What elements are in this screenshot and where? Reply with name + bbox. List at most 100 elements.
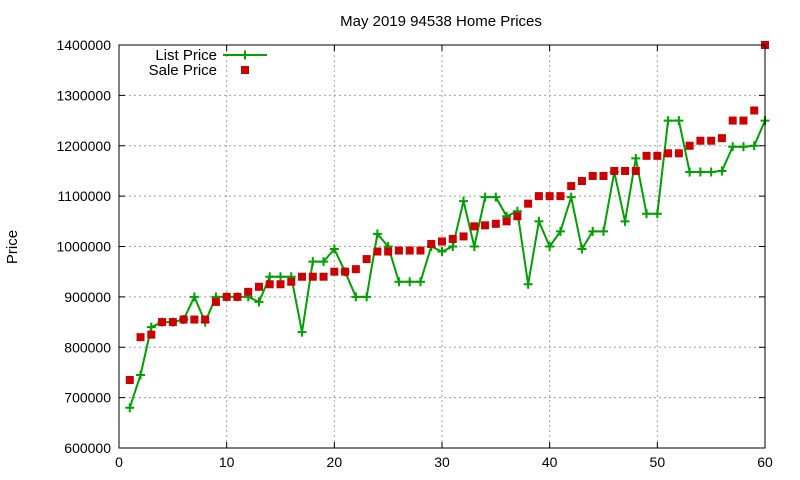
sale-price-point — [298, 272, 307, 281]
x-tick-label: 10 — [219, 454, 235, 470]
list-price-point — [265, 272, 275, 282]
sale-price-point — [750, 106, 759, 115]
legend-label: Sale Price — [149, 62, 217, 79]
sale-price-point — [621, 166, 630, 175]
list-price-point — [534, 216, 544, 226]
list-price-point — [491, 192, 501, 202]
sale-price-point — [351, 265, 360, 274]
list-price-point — [566, 192, 576, 202]
sale-price-point — [308, 272, 317, 281]
list-price-point — [620, 216, 630, 226]
sale-price-point — [244, 287, 253, 296]
list-price-point — [652, 209, 662, 219]
sale-price-point — [319, 272, 328, 281]
sale-price-point — [427, 239, 436, 248]
y-tick-label: 1300000 — [56, 87, 111, 103]
sale-price-point — [254, 282, 263, 291]
sale-price-point — [211, 297, 220, 306]
y-tick-label: 700000 — [64, 390, 111, 406]
list-price-point — [319, 257, 329, 267]
sale-price-point — [653, 151, 662, 160]
sale-price-point — [707, 136, 716, 145]
sale-price-point — [696, 136, 705, 145]
sale-price-point — [190, 315, 199, 324]
list-price-point — [329, 244, 339, 254]
sale-price-point — [276, 280, 285, 289]
list-price-point — [189, 292, 199, 302]
sale-price-point — [233, 292, 242, 301]
sale-price-point — [674, 149, 683, 158]
list-price-point — [695, 167, 705, 177]
y-axis-label: Price — [4, 230, 21, 264]
list-price-point — [254, 297, 264, 307]
sale-price-point — [685, 141, 694, 150]
sale-price-point — [556, 192, 565, 201]
sale-price-point — [599, 171, 608, 180]
sale-price-point — [287, 277, 296, 286]
y-tick-label: 900000 — [64, 289, 111, 305]
chart-title: May 2019 94538 Home Prices — [340, 13, 542, 30]
list-price-point — [448, 242, 458, 251]
list-price-point — [685, 167, 695, 177]
list-price-point — [394, 277, 404, 287]
sale-price-point — [642, 151, 651, 160]
legend-marker-swatch — [241, 66, 249, 74]
grid — [119, 45, 765, 448]
list-price-point — [276, 272, 285, 282]
list-price-point — [588, 226, 598, 236]
list-price-point — [469, 242, 479, 251]
sale-price-point — [405, 246, 414, 255]
sale-price-point — [588, 171, 597, 180]
sale-price-point — [125, 375, 134, 384]
y-tick-label: 600000 — [64, 440, 111, 456]
list-price-point — [717, 166, 727, 176]
x-tick-label: 60 — [757, 454, 773, 470]
list-price-point — [459, 196, 469, 206]
sale-price-point — [201, 315, 210, 324]
x-tick-label: 0 — [115, 454, 123, 470]
sale-price-point — [728, 116, 737, 125]
sale-price-point — [448, 234, 457, 243]
list-price-point — [297, 327, 307, 337]
sale-price-point — [330, 267, 339, 276]
sale-price-point — [147, 330, 156, 339]
list-price-point — [663, 116, 673, 126]
list-price-point — [372, 229, 382, 239]
legend-label: List Price — [155, 47, 217, 64]
y-tick-label: 1200000 — [56, 138, 111, 154]
y-tick-label: 1000000 — [56, 239, 111, 255]
list-price-point — [136, 370, 146, 380]
sale-price-point — [491, 219, 500, 228]
sale-price-point — [394, 246, 403, 255]
sale-price-point — [136, 333, 145, 342]
sale-price-point — [502, 217, 511, 226]
list-price-point — [415, 277, 425, 287]
list-price-point — [362, 292, 372, 302]
sale-price-point — [631, 166, 640, 175]
plot-series — [125, 41, 770, 413]
list-price-point — [555, 226, 565, 236]
list-price-point — [125, 403, 135, 413]
list-price-point — [577, 244, 587, 254]
plot-frame — [118, 44, 766, 449]
list-price-line — [128, 119, 766, 409]
list-price-point — [437, 247, 447, 257]
list-price-point — [146, 322, 156, 332]
list-price-point — [749, 141, 759, 151]
sale-price-point — [438, 237, 446, 246]
sale-price-point — [373, 247, 382, 256]
list-price-point — [599, 226, 608, 236]
sale-price-point — [577, 177, 586, 186]
sale-price-point — [513, 212, 522, 221]
sale-price-point — [362, 255, 371, 264]
sale-price-point — [664, 149, 673, 158]
sale-price-point — [416, 246, 425, 255]
sale-price-point — [739, 116, 748, 125]
sale-price-point — [567, 182, 576, 191]
list-price-point — [480, 192, 490, 202]
list-price-point — [631, 153, 641, 163]
list-price-point — [674, 116, 684, 126]
sale-price-point — [265, 280, 274, 289]
list-price-point — [351, 292, 361, 302]
